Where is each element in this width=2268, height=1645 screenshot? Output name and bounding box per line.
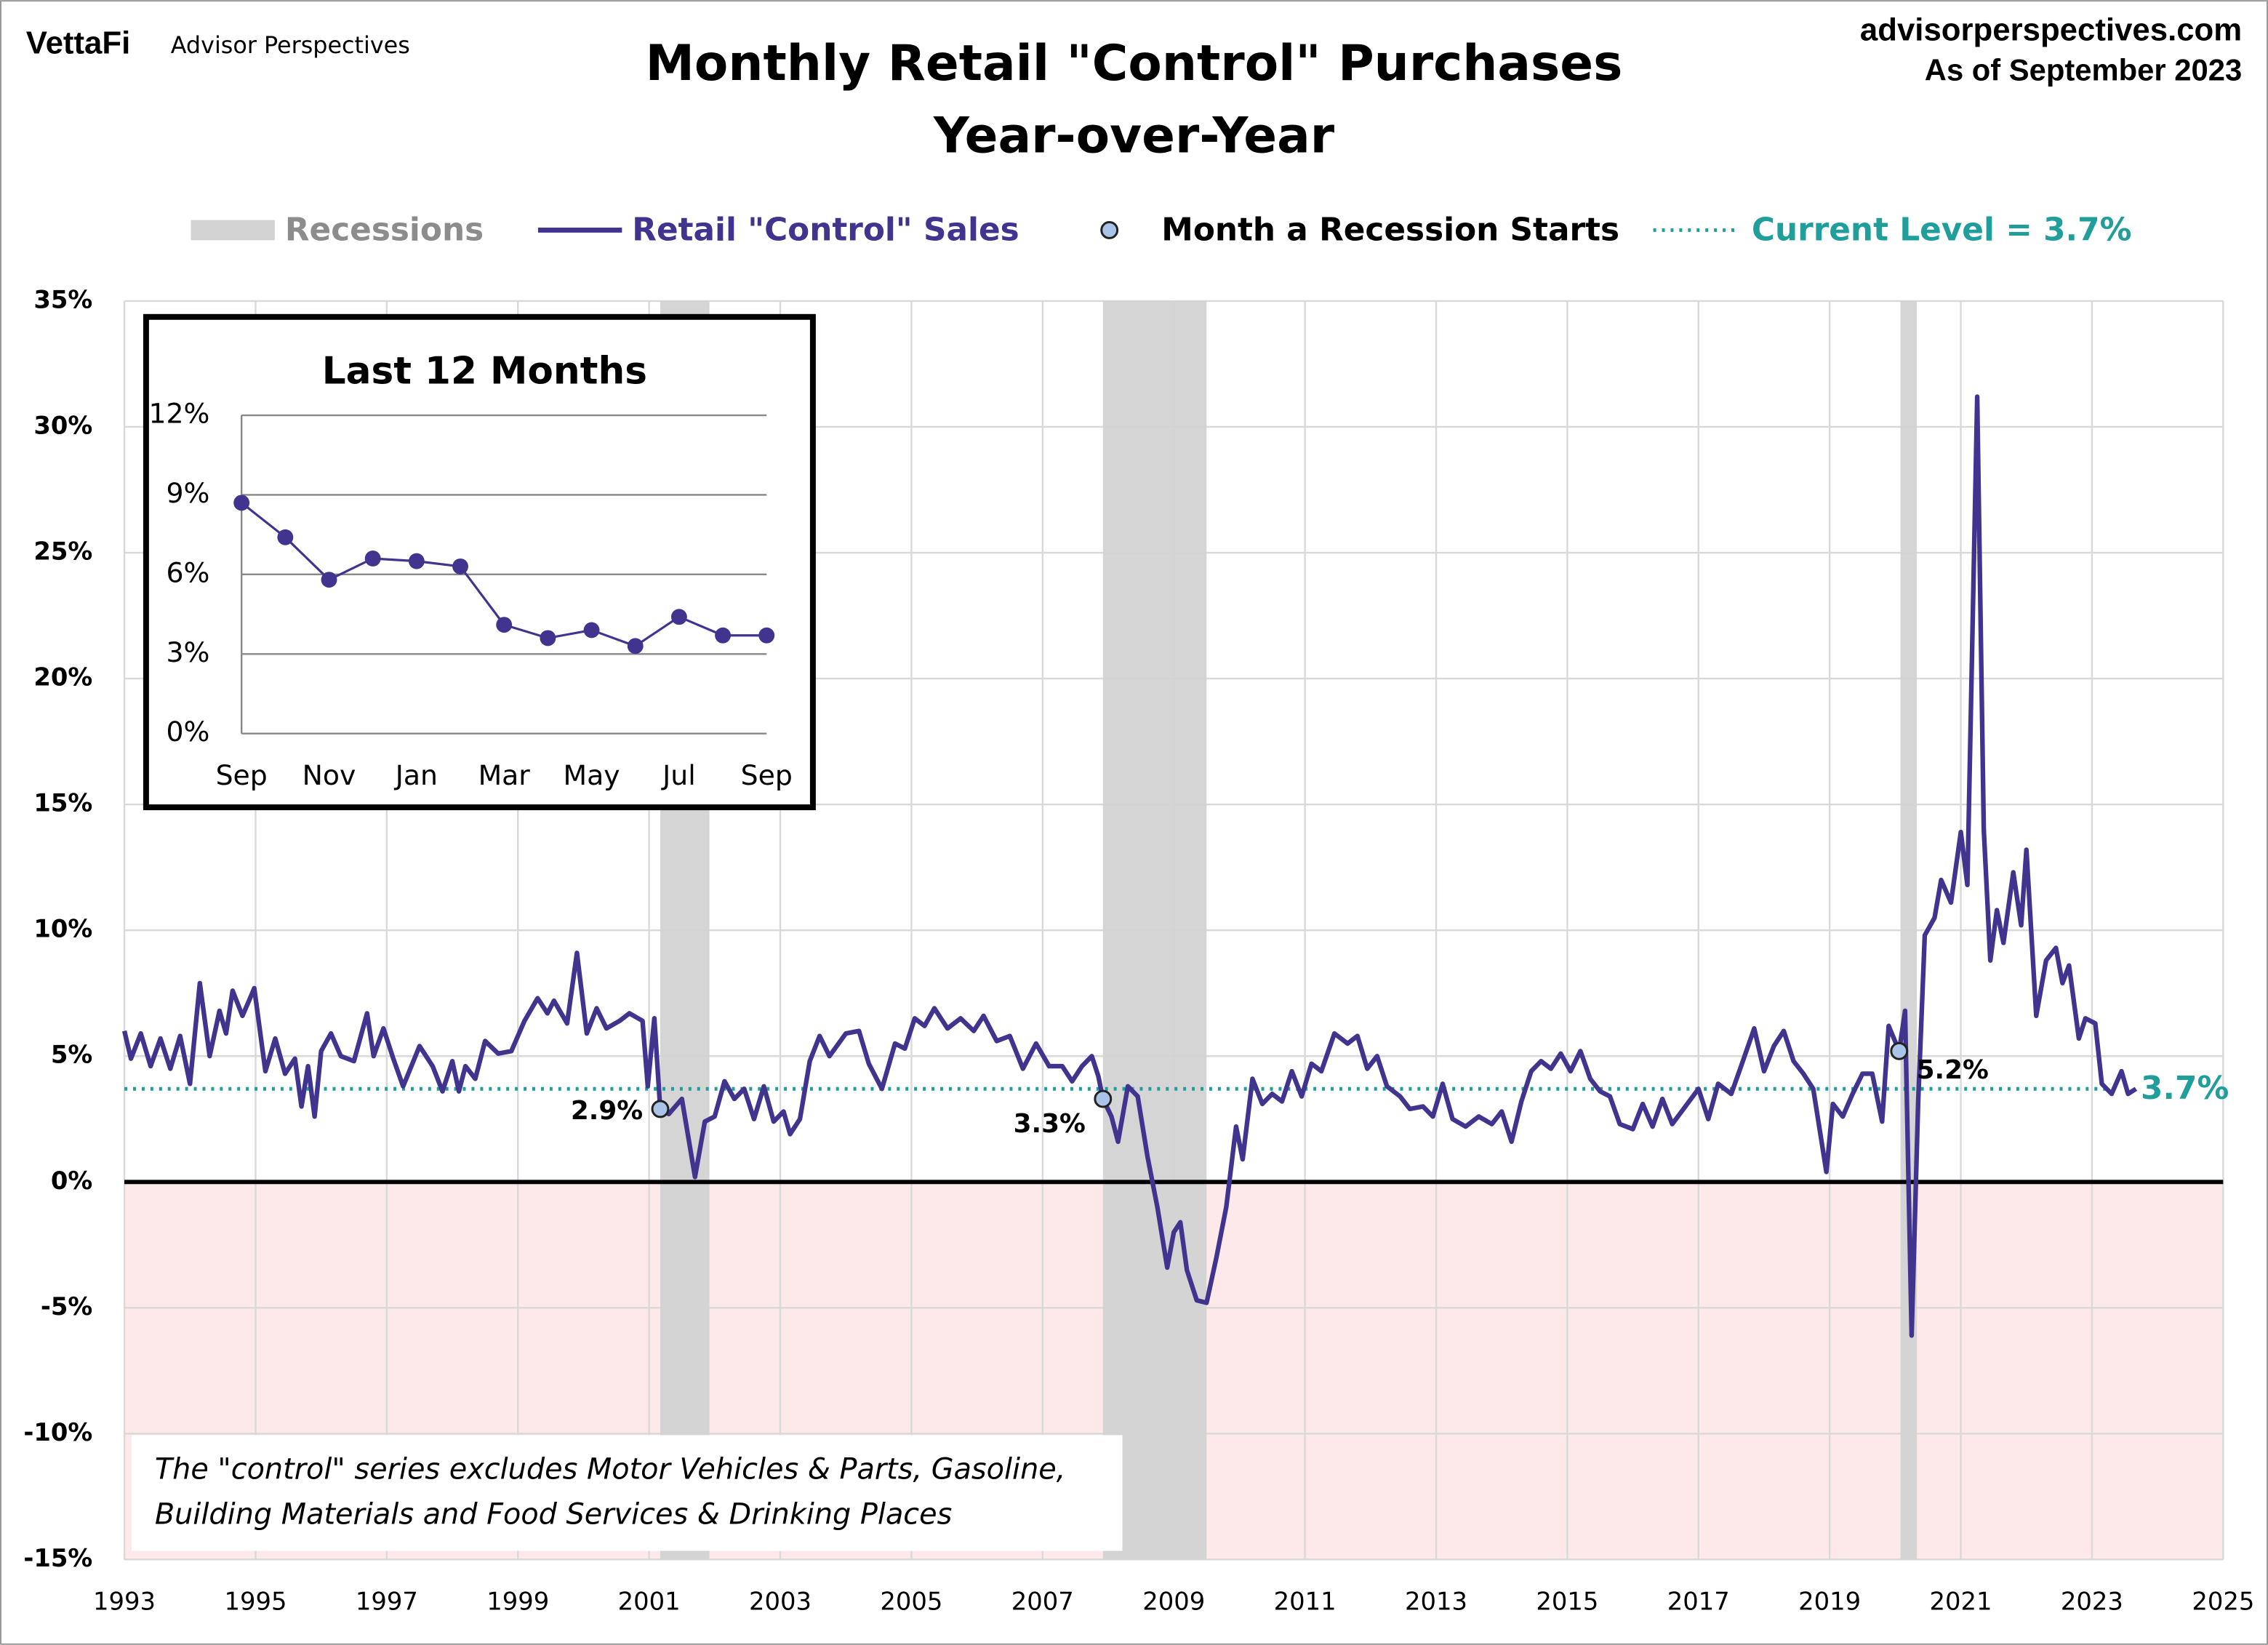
data-point [496,617,513,633]
x-tick-label: Sep [741,759,793,791]
data-line [121,394,2138,1338]
legend-label: Current Level = 3.7% [1752,211,2132,248]
x-tick-label: 2015 [1536,1588,1598,1616]
x-tick-label: 2001 [618,1588,681,1616]
y-tick-label: 0% [51,1166,92,1195]
logo: VettaFi [26,25,130,60]
x-tick-label: 2021 [1930,1588,1992,1616]
recession-band [1900,300,1918,1560]
data-point [627,638,644,655]
inset-box [143,313,816,811]
y-tick-label: -10% [23,1418,92,1446]
data-point [583,622,600,639]
y-tick-label: 10% [33,915,92,943]
y-tick-label: 30% [33,411,92,439]
chart-subtitle: Year-over-Year [933,107,1335,164]
x-tick-label: 2019 [1798,1588,1861,1616]
y-tick-label: 3% [166,636,209,668]
brand: Advisor Perspectives [171,31,410,59]
note-line: Building Materials and Food Services & D… [155,1497,953,1531]
legend-label: Retail "Control" Sales [632,211,1019,248]
note-box [132,1435,1123,1551]
y-tick-label: 25% [33,537,92,566]
data-point [364,551,381,567]
x-tick-label: 2023 [2061,1588,2123,1616]
legend-swatch [191,220,275,241]
x-tick-label: 2007 [1011,1588,1074,1616]
recession-start-point [1890,1041,1909,1060]
data-point [715,627,732,644]
data-point [452,558,468,575]
as-of: As of September 2023 [1925,53,2242,87]
data-point [233,495,250,511]
recession-start-label: 5.2% [1917,1055,1989,1085]
y-tick-label: 12% [148,398,209,430]
y-tick-label: 20% [33,663,92,692]
site: advisorperspectives.com [1860,12,2242,47]
legend: Recessions Retail "Control" Sales Month a … [191,211,2132,248]
y-tick-label: 0% [166,716,209,748]
chart-title: Monthly Retail "Control" Purchases [646,34,1623,92]
x-tick-label: 1999 [486,1588,549,1616]
y-tick-label: 5% [51,1041,92,1069]
y-tick-label: 6% [166,556,209,588]
x-tick-label: Jul [661,759,696,791]
x-tick-label: 1993 [93,1588,156,1616]
x-tick-label: Nov [302,759,356,791]
data-point [321,572,337,588]
y-tick-label: -15% [23,1544,92,1572]
recession-band [1102,300,1207,1560]
x-tick-label: 2005 [880,1588,942,1616]
x-tick-label: 2013 [1405,1588,1467,1616]
y-tick-label: -5% [41,1292,92,1321]
data-point [408,553,425,569]
x-tick-label: Mar [478,759,531,791]
note-line: The "control" series excludes Motor Vehi… [155,1453,1066,1486]
x-tick-label: 2009 [1142,1588,1205,1616]
legend-swatch [1100,221,1119,239]
data-point [670,609,687,625]
y-tick-label: 9% [166,477,209,509]
legend-label: Recessions [285,211,484,248]
data-point [277,529,294,545]
legend-label: Month a Recession Starts [1161,211,1619,248]
recession-start-point [651,1100,670,1118]
x-tick-label: 1997 [356,1588,418,1616]
x-tick-label: 2011 [1274,1588,1337,1616]
current-level-label: 3.7% [2141,1070,2229,1107]
x-tick-label: Sep [216,759,268,791]
y-tick-label: 35% [33,285,92,313]
inset-title: Last 12 Months [322,349,647,393]
recession-start-label: 3.3% [1014,1109,1086,1139]
x-tick-label: May [564,759,620,791]
inset-plot: 0% 3% 6% 9% 12% Sep Nov Jan Mar May Jul Sep [148,398,792,791]
recession-start-point [1094,1089,1113,1108]
x-tick-label: 1995 [224,1588,286,1616]
y-tick-label: 15% [33,789,92,817]
x-tick-label: Jan [394,759,438,791]
x-tick-label: 2017 [1667,1588,1730,1616]
data-point [540,630,556,647]
recession-start-label: 2.9% [571,1096,643,1126]
x-tick-label: 2025 [2192,1588,2254,1616]
data-point [758,627,775,644]
x-tick-label: 2003 [749,1588,812,1616]
